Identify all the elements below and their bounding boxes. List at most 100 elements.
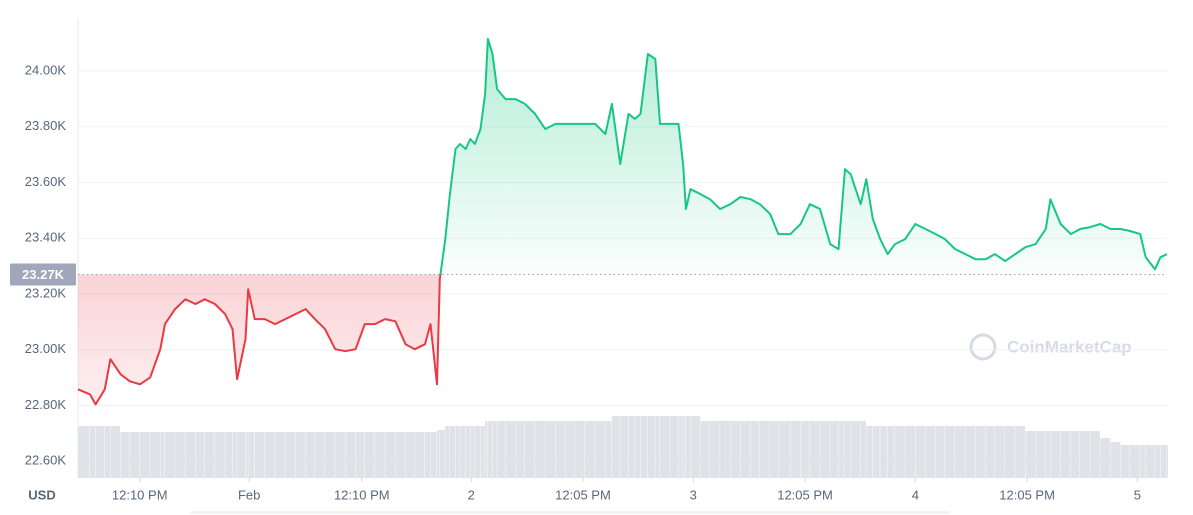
volume-bar — [505, 421, 516, 478]
volume-bar — [248, 432, 255, 478]
volume-bar — [1167, 445, 1168, 478]
volume-bar — [620, 416, 629, 478]
volume-bar — [1100, 438, 1111, 478]
volume-bar — [1005, 426, 1015, 478]
volume-bar — [305, 432, 315, 478]
volume-bar — [275, 432, 285, 478]
volume-bar — [1060, 431, 1071, 478]
volume-bar — [659, 416, 670, 478]
volume-bar — [1045, 431, 1051, 478]
y-tick-label: 23.40K — [25, 230, 67, 245]
scroll-bar — [190, 511, 950, 514]
volume-bar — [214, 432, 225, 478]
y-tick-label: 23.20K — [25, 285, 67, 300]
volume-bar — [655, 416, 660, 478]
volume-bar — [605, 421, 612, 478]
volume-bar — [925, 426, 936, 478]
volume-bar — [860, 421, 866, 478]
volume-bar — [894, 426, 905, 478]
volume-bar — [770, 421, 779, 478]
volume-bar — [95, 426, 105, 478]
volume-bar — [944, 426, 955, 478]
volume-bar — [1160, 445, 1167, 478]
volume-bar — [709, 421, 720, 478]
volume-bar — [325, 432, 335, 478]
volume-bar — [175, 432, 185, 478]
y-tick-label: 24.00K — [25, 62, 67, 77]
volume-bar — [778, 421, 791, 478]
volume-bar — [1129, 445, 1140, 478]
price-line — [77, 37, 1168, 406]
volume-bar — [436, 430, 440, 478]
volume-bar — [595, 421, 605, 478]
volume-bar — [345, 432, 356, 478]
volume-bar — [574, 421, 585, 478]
volume-bar — [1145, 445, 1155, 478]
x-tick-label: 2 — [468, 487, 475, 502]
y-tick-label: 23.60K — [25, 174, 67, 189]
volume-bar — [880, 426, 888, 478]
volume-bar — [905, 426, 915, 478]
volume-bar — [424, 432, 431, 478]
volume-bar — [460, 426, 466, 478]
volume-bar — [470, 426, 475, 478]
volume-bar — [690, 416, 701, 478]
volume-bar — [225, 432, 233, 478]
volume-bar — [647, 416, 655, 478]
volume-bar — [975, 426, 986, 478]
volume-bar — [430, 432, 437, 478]
volume-bar — [449, 426, 456, 478]
volume-bar — [678, 416, 683, 478]
volume-bar — [1035, 431, 1046, 478]
volume-bar — [375, 432, 385, 478]
volume-bar — [120, 432, 130, 478]
volume-bar — [887, 426, 895, 478]
volume-bar — [935, 426, 945, 478]
volume-bar — [185, 432, 196, 478]
volume-bar — [264, 432, 275, 478]
volume-bar — [1090, 431, 1100, 478]
volume-bar — [830, 421, 839, 478]
volume-bar — [204, 432, 215, 478]
volume-bar — [565, 421, 575, 478]
watermark-text: CoinMarketCap — [1007, 337, 1132, 356]
volume-bar — [364, 432, 375, 478]
volume-bar — [535, 421, 545, 478]
volume-bar — [439, 430, 445, 478]
volume-bar — [720, 421, 730, 478]
volume-bar — [759, 421, 770, 478]
baseline-label-box — [10, 263, 76, 286]
y-tick-label: 22.80K — [25, 397, 67, 412]
x-tick-label: 12:05 PM — [777, 487, 833, 502]
volume-bar — [809, 421, 820, 478]
volume-bar — [845, 421, 851, 478]
volume-bar — [237, 432, 246, 478]
volume-bar — [750, 421, 760, 478]
volume-bar — [1015, 426, 1026, 478]
x-tick-label: 12:10 PM — [334, 487, 390, 502]
volume-bar — [492, 421, 497, 478]
baseline-label: 23.27K — [22, 267, 65, 282]
volume-bar — [480, 426, 485, 478]
volume-bar — [965, 426, 976, 478]
volume-bar — [485, 421, 488, 478]
x-tick-label: Feb — [238, 487, 260, 502]
volume-bar — [195, 432, 205, 478]
x-tick-label: 5 — [1134, 487, 1141, 502]
y-tick-label: 22.60K — [25, 453, 67, 468]
volume-bar — [150, 432, 160, 478]
volume-bar — [465, 426, 470, 478]
volume-bar — [850, 421, 861, 478]
volume-bar — [455, 426, 460, 478]
x-tick-label: 12:05 PM — [999, 487, 1055, 502]
volume-bar — [1025, 431, 1036, 478]
volume-bar — [1140, 445, 1146, 478]
y-tick-label: 23.80K — [25, 118, 67, 133]
volume-bar — [254, 432, 265, 478]
volume-bar — [474, 426, 481, 478]
volume-bar — [78, 426, 90, 478]
volume-bar — [800, 421, 810, 478]
volume-bar — [355, 432, 365, 478]
volume-bar — [585, 421, 595, 478]
volume-bar — [628, 416, 635, 478]
